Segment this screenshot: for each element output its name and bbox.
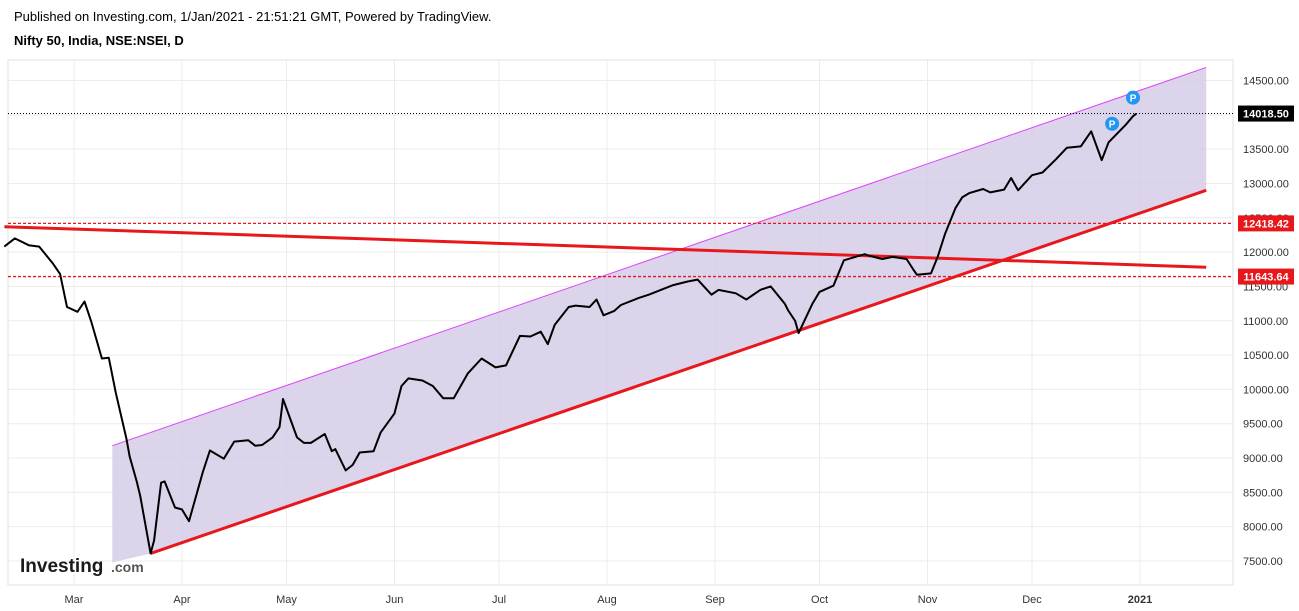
x-tick-label: Jun	[386, 594, 404, 606]
pivot-marker	[1126, 90, 1141, 105]
price-tag-label: 12418.42	[1243, 218, 1289, 230]
pivot-marker-label: P	[1130, 94, 1137, 105]
price-tag	[1238, 215, 1294, 232]
y-tick-label: 10500.00	[1243, 350, 1289, 362]
x-tick-label: Aug	[597, 594, 617, 606]
logo-main: Investing	[20, 556, 103, 577]
channel	[112, 66, 1207, 563]
price-tag	[1238, 105, 1294, 122]
horizontal-levels	[8, 113, 1233, 278]
support-trendline	[150, 188, 1207, 555]
published-info: Published on Investing.com, 1/Jan/2021 -…	[14, 9, 492, 24]
x-tick-label: Dec	[1022, 594, 1042, 606]
x-tick-label: Apr	[173, 594, 190, 606]
investing-logo: Investing .com	[20, 556, 144, 577]
y-tick-label: 8500.00	[1243, 487, 1283, 499]
y-tick-label: 11000.00	[1243, 316, 1288, 328]
pivot-marker	[1105, 116, 1120, 131]
y-tick-label: 12000.00	[1243, 247, 1289, 259]
price-tag	[1238, 268, 1294, 285]
x-tick-label: 2021	[1128, 594, 1152, 606]
price-line	[3, 112, 1138, 555]
symbol-title: Nifty 50, India, NSE:NSEI, D	[14, 33, 184, 48]
plot-frame	[7, 59, 1234, 586]
axes: 7500.00 8000.00 8500.00 9000.00 9500.00 10000…	[65, 76, 1294, 606]
x-tick-label: Oct	[811, 594, 828, 606]
x-tick-label: Jul	[492, 594, 506, 606]
price-series	[3, 112, 1138, 555]
trend-lines	[4, 188, 1207, 555]
x-tick-label: Nov	[918, 594, 938, 606]
y-tick-label: 13500.00	[1243, 144, 1289, 156]
y-tick-label: 7500.00	[1243, 556, 1283, 568]
y-tick-label: 9000.00	[1243, 453, 1283, 465]
y-tick-label: 8000.00	[1243, 522, 1283, 534]
pivot-marker-label: P	[1109, 120, 1116, 131]
price-tag-label: 14018.50	[1243, 109, 1289, 121]
logo-suffix: .com	[111, 559, 144, 575]
price-tag-label: 11643.64	[1243, 272, 1289, 284]
y-tick-label: 9500.00	[1243, 419, 1283, 431]
y-tick-label: 13000.00	[1243, 178, 1289, 190]
y-tick-label: 10000.00	[1243, 384, 1289, 396]
x-tick-label: Mar	[65, 594, 84, 606]
x-tick-label: May	[276, 594, 297, 606]
pivot-markers: PP	[1105, 90, 1141, 131]
y-tick-label: 14500.00	[1243, 76, 1289, 88]
channel-fill	[112, 67, 1207, 563]
channel-upper-line	[112, 66, 1207, 447]
x-tick-label: Sep	[705, 594, 725, 606]
